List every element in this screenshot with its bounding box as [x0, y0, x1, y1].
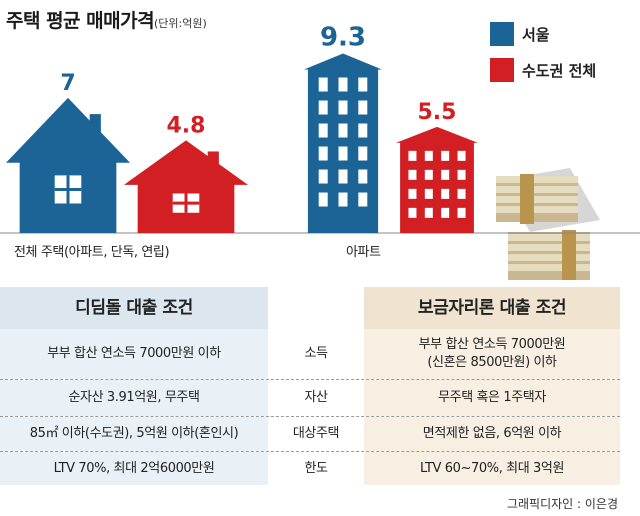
value-label-building-seoul-apt: 9.3	[320, 23, 366, 53]
loan-conditions-table: 디딤돌 대출 조건 보금자리론 대출 조건 부부 합산 연소득 7000만원 이…	[0, 287, 620, 485]
table-cell-category: 대상주택	[268, 417, 364, 451]
table-row: 85㎡ 이하(수도권), 5억원 이하(혼인시) 대상주택 면적제한 없음, 6…	[0, 417, 620, 451]
value-label-building-capital-apt: 5.5	[418, 100, 457, 125]
legend-label-seoul: 서울	[522, 25, 550, 44]
bar-building-seoul-apt	[304, 53, 382, 233]
table-row: LTV 70%, 최대 2억6000만원 한도 LTV 60~70%, 최대 3…	[0, 452, 620, 485]
table-cell-right-line2: (신혼은 8500만원) 이하	[427, 355, 557, 370]
legend-swatch-seoul	[490, 22, 514, 46]
money-stack-icon	[496, 168, 600, 280]
table-cell-right: 부부 합산 연소득 7000만원 (신혼은 8500만원) 이하	[364, 329, 620, 379]
legend-swatch-capital	[490, 58, 514, 82]
bar-house-seoul-all	[6, 97, 130, 233]
table-cell-left: 부부 합산 연소득 7000만원 이하	[0, 329, 268, 379]
table-header-row: 디딤돌 대출 조건 보금자리론 대출 조건	[0, 287, 620, 329]
graphic-credit: 그래픽디자인 : 이은경	[506, 497, 618, 511]
legend-item-capital: 수도권 전체	[490, 58, 596, 82]
table-cell-category: 자산	[268, 380, 364, 416]
legend-label-capital: 수도권 전체	[522, 61, 597, 80]
table-cell-right: 면적제한 없음, 6억원 이하	[364, 417, 620, 451]
legend-item-seoul: 서울	[490, 22, 550, 46]
row-divider	[0, 379, 620, 380]
chart-title: 주택 평균 매매가격	[6, 10, 155, 32]
table-cell-left: 85㎡ 이하(수도권), 5억원 이하(혼인시)	[0, 417, 268, 451]
table-cell-category: 소득	[268, 329, 364, 379]
table-header-bogeumjari: 보금자리론 대출 조건	[364, 287, 620, 329]
category-label-all-housing: 전체 주택(아파트, 단독, 연립)	[14, 245, 170, 260]
table-row: 순자산 3.91억원, 무주택 자산 무주택 혹은 1주택자	[0, 380, 620, 416]
category-label-apartment: 아파트	[346, 245, 381, 260]
chart-svg: 7 9.3 4.8 5.5	[0, 23, 640, 280]
bar-house-capital-all	[124, 140, 248, 233]
value-label-house-seoul-all: 7	[60, 71, 75, 96]
chart-unit: (단위:억원)	[154, 17, 207, 30]
table-cell-category: 한도	[268, 452, 364, 485]
table-header-blank	[268, 287, 364, 329]
table-cell-right: 무주택 혹은 1주택자	[364, 380, 620, 416]
row-divider	[0, 416, 620, 417]
bar-building-capital-apt	[396, 126, 478, 233]
value-label-house-capital-all: 4.8	[167, 113, 206, 138]
table-row: 부부 합산 연소득 7000만원 이하 소득 부부 합산 연소득 7000만원 …	[0, 329, 620, 379]
table-cell-right: LTV 60~70%, 최대 3억원	[364, 452, 620, 485]
table-cell-left: 순자산 3.91억원, 무주택	[0, 380, 268, 416]
table-cell-right-line1: 부부 합산 연소득 7000만원	[418, 337, 566, 353]
table-cell-left: LTV 70%, 최대 2억6000만원	[0, 452, 268, 485]
row-divider	[0, 451, 620, 452]
table-header-didimdol: 디딤돌 대출 조건	[0, 287, 268, 329]
